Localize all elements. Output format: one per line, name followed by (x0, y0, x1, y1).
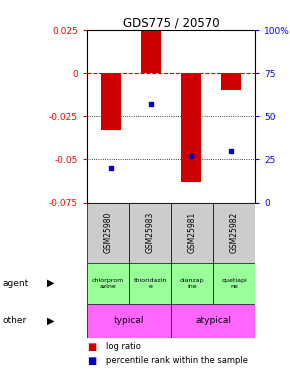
Text: chlorprom
azine: chlorprom azine (92, 278, 124, 288)
Text: quetiapi
ne: quetiapi ne (221, 278, 247, 288)
Text: GSM25980: GSM25980 (104, 212, 113, 253)
Text: GSM25982: GSM25982 (230, 212, 239, 253)
Bar (87, 262, 129, 304)
Bar (213, 202, 255, 262)
Bar (213, 262, 255, 304)
Bar (171, 304, 255, 338)
Text: typical: typical (114, 316, 144, 325)
Bar (101, 73, 121, 130)
Bar (129, 262, 171, 304)
Text: atypical: atypical (195, 316, 231, 325)
Bar (221, 73, 241, 90)
Bar (171, 202, 213, 262)
Bar (181, 73, 201, 182)
Text: ■: ■ (87, 356, 96, 366)
Bar (87, 304, 171, 338)
Text: GSM25983: GSM25983 (146, 212, 155, 253)
Text: GSM25981: GSM25981 (188, 212, 197, 253)
Text: agent: agent (3, 279, 29, 288)
Text: ▶: ▶ (47, 316, 55, 326)
Bar (141, 30, 161, 73)
Bar (171, 262, 213, 304)
Text: ■: ■ (87, 342, 96, 352)
Text: olanzap
ine: olanzap ine (180, 278, 204, 288)
Text: thioridazin
e: thioridazin e (133, 278, 167, 288)
Bar (129, 202, 171, 262)
Text: ▶: ▶ (47, 278, 55, 288)
Text: other: other (3, 316, 27, 325)
Text: log ratio: log ratio (106, 342, 141, 351)
Text: GDS775 / 20570: GDS775 / 20570 (123, 17, 220, 30)
Text: percentile rank within the sample: percentile rank within the sample (106, 356, 248, 365)
Bar (87, 202, 129, 262)
